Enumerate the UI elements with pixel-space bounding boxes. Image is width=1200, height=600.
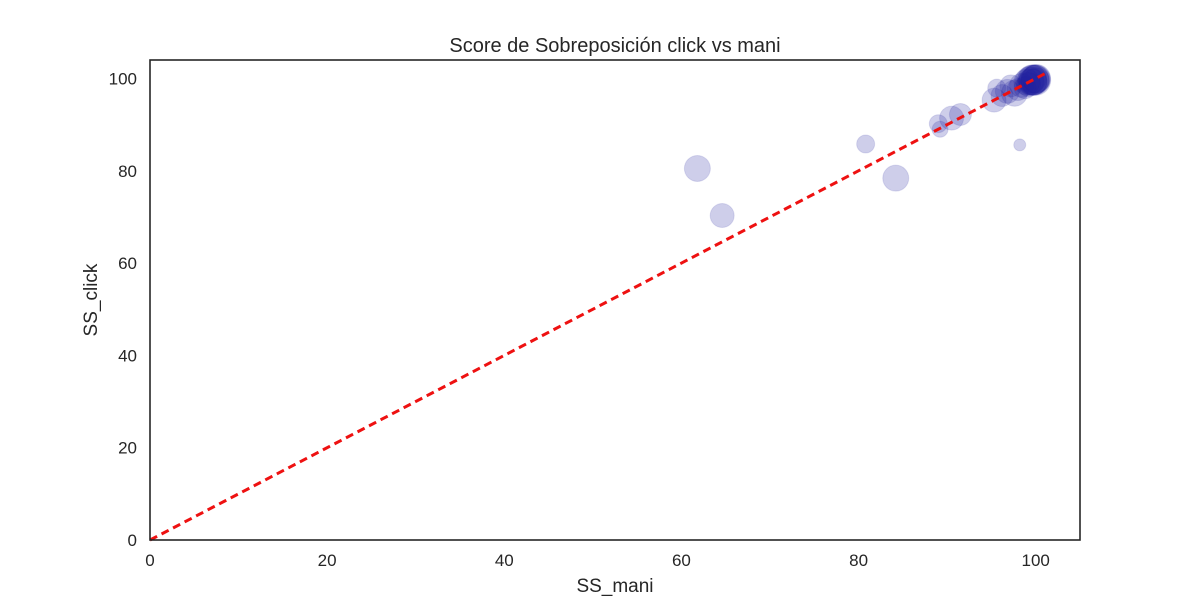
y-axis-label: SS_click: [81, 263, 102, 336]
scatter-point: [1018, 64, 1050, 96]
scatter-point: [994, 78, 1020, 104]
x-tick-label: 0: [145, 551, 154, 570]
plot-frame: [149, 59, 1081, 541]
y-tick-label: 0: [128, 531, 137, 550]
y-tick-label: 40: [118, 346, 137, 365]
scatter-point: [1020, 64, 1052, 96]
scatter-point: [1006, 78, 1030, 102]
points-layer: [683, 63, 1052, 229]
x-tick-label: 40: [495, 551, 514, 570]
y-tick-label: 80: [118, 162, 137, 181]
y-tick-label: 100: [109, 69, 137, 88]
x-axis-label: SS_mani: [576, 576, 653, 597]
scatter-point: [1020, 64, 1050, 94]
x-tick-label: 100: [1022, 551, 1050, 570]
reference-line: [149, 72, 1046, 542]
scatter-point: [882, 164, 910, 192]
scatter-point: [999, 74, 1023, 98]
chart-title: Score de Sobreposición click vs mani: [449, 35, 780, 57]
scatter-point: [1022, 63, 1052, 93]
y-tick-label: 60: [118, 254, 137, 273]
reference-line-layer: [149, 72, 1046, 542]
x-tick-label: 60: [672, 551, 691, 570]
scatter-point: [683, 154, 711, 182]
y-tick-labels: 0 20 40 60 80 100: [109, 69, 137, 550]
scatter-point: [990, 84, 1014, 108]
x-tick-labels: 0 20 40 60 80 100: [145, 551, 1050, 570]
x-tick-label: 20: [318, 551, 337, 570]
scatter-point: [948, 102, 972, 126]
y-tick-label: 20: [118, 439, 137, 458]
scatter-point: [709, 203, 735, 229]
scatter-point: [1021, 64, 1051, 94]
scatter-point: [1013, 138, 1027, 152]
scatter-point: [1016, 71, 1042, 97]
x-tick-label: 80: [849, 551, 868, 570]
scatter-point: [856, 134, 876, 154]
